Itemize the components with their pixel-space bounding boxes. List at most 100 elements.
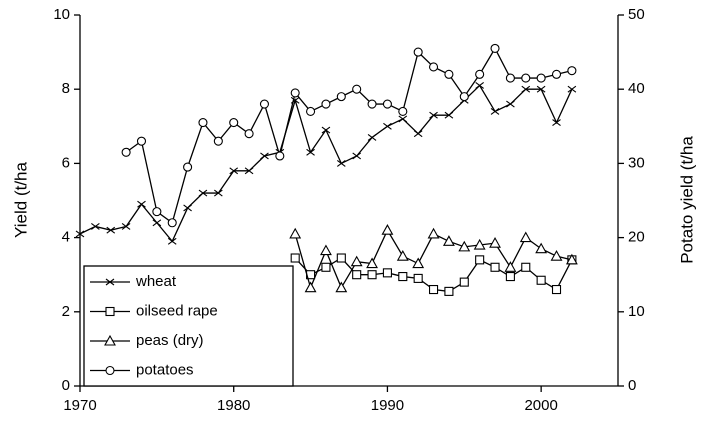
marker (306, 106, 316, 117)
marker (244, 129, 254, 139)
x-tick-label: 1990 (371, 397, 404, 414)
legend-label: peas (dry) (136, 332, 204, 349)
marker (535, 242, 548, 254)
marker (321, 262, 331, 272)
marker (304, 281, 317, 293)
y-tick-label: 4 (62, 229, 70, 246)
marker (91, 223, 100, 230)
marker (413, 273, 423, 283)
marker (567, 85, 577, 93)
marker (383, 122, 392, 130)
marker (183, 204, 192, 212)
y2-tick-label: 50 (628, 6, 645, 23)
marker (75, 230, 85, 238)
marker (398, 106, 408, 117)
marker (428, 284, 439, 295)
marker (382, 99, 392, 109)
marker (412, 257, 425, 269)
marker (366, 257, 378, 269)
marker (551, 69, 562, 79)
marker (198, 189, 208, 197)
y-tick-label: 0 (62, 377, 70, 394)
marker (567, 66, 577, 76)
marker (336, 159, 346, 167)
y2-tick-label: 20 (628, 229, 645, 246)
marker (396, 250, 409, 261)
marker (320, 244, 332, 256)
marker (213, 136, 223, 146)
marker (152, 219, 162, 227)
marker (413, 130, 423, 138)
marker (551, 284, 562, 295)
y-axis-label: Yield (t/ha (11, 162, 30, 238)
marker (565, 253, 578, 265)
marker (442, 235, 455, 246)
marker (381, 224, 394, 235)
marker (427, 227, 440, 239)
marker (214, 189, 223, 197)
marker (490, 108, 500, 115)
marker (121, 147, 131, 157)
marker (536, 85, 546, 93)
marker (536, 73, 546, 83)
marker (198, 118, 208, 128)
marker (104, 334, 116, 346)
marker (519, 231, 532, 243)
y2-axis-label: Potato yield (t/ha (677, 136, 696, 264)
marker (506, 100, 515, 108)
marker (152, 207, 162, 217)
marker (475, 82, 484, 89)
marker (398, 272, 408, 282)
marker (290, 88, 300, 98)
marker (137, 200, 146, 208)
marker (167, 218, 177, 228)
marker (229, 167, 239, 175)
marker (504, 261, 517, 272)
y2-tick-label: 40 (628, 80, 645, 97)
series-line (125, 47, 573, 224)
marker (505, 73, 515, 83)
y2-tick-label: 0 (628, 377, 636, 394)
marker (352, 84, 362, 94)
marker (459, 277, 469, 287)
marker (367, 270, 377, 280)
marker (505, 272, 515, 282)
marker (289, 227, 302, 239)
marker (260, 152, 269, 160)
marker (336, 92, 346, 102)
marker (352, 152, 362, 160)
marker (413, 47, 423, 57)
marker (444, 69, 454, 79)
marker (521, 262, 531, 272)
marker (183, 162, 193, 172)
marker (521, 85, 531, 93)
marker (382, 268, 392, 278)
marker (352, 270, 362, 280)
marker (336, 253, 346, 263)
y-tick-label: 10 (53, 6, 70, 23)
x-tick-label: 2000 (524, 397, 557, 414)
marker (444, 286, 454, 296)
marker (521, 73, 531, 83)
marker (290, 253, 300, 263)
y-tick-label: 8 (62, 80, 70, 97)
marker (490, 262, 500, 272)
marker (350, 255, 363, 267)
marker (105, 278, 115, 286)
marker (105, 365, 115, 376)
marker (473, 238, 486, 250)
y2-tick-label: 30 (628, 154, 645, 171)
marker (259, 99, 270, 109)
marker (367, 99, 377, 109)
legend-label: oilseed rape (136, 302, 218, 319)
x-tick-label: 1970 (63, 397, 96, 414)
legend-label: wheat (135, 273, 177, 290)
marker (444, 111, 454, 119)
marker (367, 133, 377, 141)
marker (475, 255, 485, 265)
marker (475, 69, 485, 79)
marker (229, 118, 239, 128)
y-tick-label: 6 (62, 154, 70, 171)
marker (458, 240, 471, 252)
